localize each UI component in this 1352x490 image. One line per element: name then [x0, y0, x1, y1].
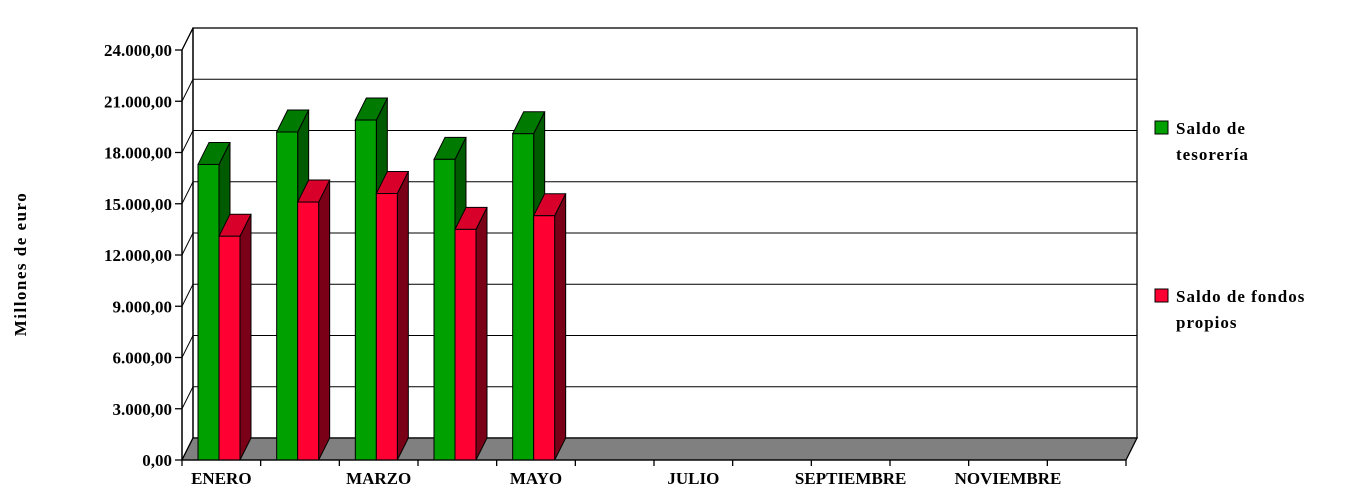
- bar-side: [554, 193, 567, 461]
- bar-side: [475, 207, 488, 461]
- x-tick-label: JULIO: [667, 469, 719, 488]
- x-tick-label: NOVIEMBRE: [955, 469, 1062, 488]
- bar: [532, 193, 567, 461]
- x-tick-label: SEPTIEMBRE: [795, 469, 906, 488]
- bar-front: [375, 193, 398, 461]
- bar-front: [276, 131, 299, 461]
- side-gridline: [181, 79, 194, 102]
- y-tick-label: 9.000,00: [113, 297, 173, 316]
- bar-side: [239, 213, 252, 461]
- side-gridline: [181, 335, 194, 358]
- axis-layer: 0,00 3.000,00 6.000,00 9.000,00 12.000,00 15.…: [104, 41, 1127, 488]
- bar-front: [354, 119, 377, 461]
- y-tick-label: 0,00: [142, 451, 172, 470]
- legend: Saldo de tesorería Saldo de fondos propios: [1154, 119, 1305, 332]
- side-gridline: [181, 284, 194, 307]
- bar-front: [512, 133, 535, 461]
- bar-side: [396, 171, 409, 461]
- y-tick-label: 18.000,00: [104, 144, 172, 163]
- side-gridline: [181, 181, 194, 204]
- bar-front: [433, 158, 456, 461]
- y-tick-label: 12.000,00: [104, 246, 172, 265]
- bar-front: [197, 163, 220, 461]
- bar-front: [297, 201, 320, 461]
- bar: [454, 206, 488, 461]
- side-gridline: [181, 130, 194, 153]
- bar-front: [533, 215, 556, 461]
- legend-label: Saldo de fondos: [1176, 287, 1305, 306]
- legend-label: propios: [1176, 313, 1238, 332]
- y-tick-label: 6.000,00: [113, 349, 173, 368]
- x-tick-label: MAYO: [510, 469, 562, 488]
- y-tick-label: 24.000,00: [104, 41, 172, 60]
- y-tick-label: 3.000,00: [113, 400, 173, 419]
- side-gridline: [181, 386, 194, 409]
- y-axis-title: Millones de euro: [11, 192, 30, 337]
- legend-label: tesorería: [1176, 145, 1249, 164]
- bar: [375, 171, 410, 461]
- y-tick-label: 21.000,00: [104, 92, 172, 111]
- x-tick-label: MARZO: [346, 469, 411, 488]
- grid-layer: [181, 27, 1138, 461]
- legend-label: Saldo de: [1176, 119, 1246, 138]
- bar: [296, 179, 331, 461]
- x-tick-label: ENERO: [191, 469, 251, 488]
- y-tick-label: 15.000,00: [104, 195, 172, 214]
- side-gridline: [181, 232, 194, 256]
- legend-swatch: [1154, 120, 1169, 135]
- legend-swatch: [1154, 288, 1169, 303]
- bars-layer: [197, 97, 567, 461]
- bar-side: [318, 179, 331, 461]
- bar: [218, 213, 252, 461]
- bar-front: [218, 235, 241, 461]
- bar-front: [454, 228, 477, 461]
